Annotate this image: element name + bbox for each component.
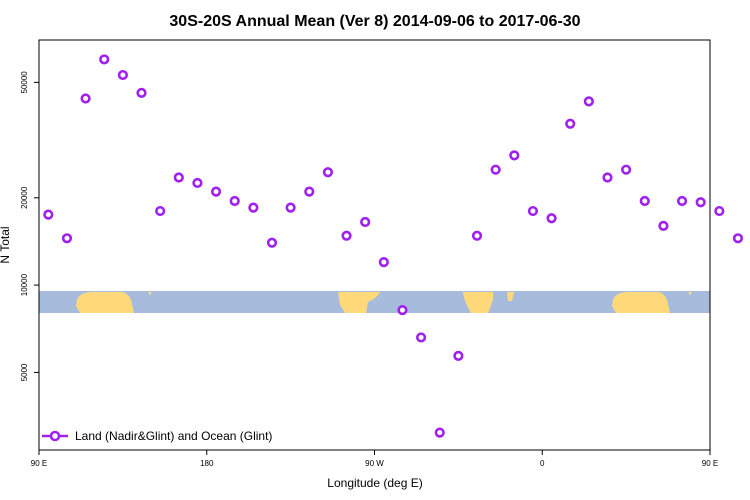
land-mass-1	[148, 292, 152, 295]
data-point	[658, 220, 669, 231]
data-point	[639, 195, 650, 207]
data-point	[471, 230, 483, 241]
data-point	[285, 202, 296, 213]
data-point	[360, 216, 371, 228]
x-tick-label-4: 90 E	[702, 459, 718, 468]
data-point	[248, 202, 259, 213]
ocean-band	[39, 291, 710, 313]
y-tick-label-0: 5000	[20, 363, 29, 381]
data-point	[192, 177, 203, 189]
land-mass-4	[507, 292, 514, 301]
land-mass-5	[612, 292, 670, 313]
data-point	[676, 195, 688, 207]
legend: Land (Nadir&Glint) and Ocean (Glint)	[42, 429, 272, 443]
data-point	[695, 197, 706, 208]
y-tick-label-2: 20000	[20, 186, 29, 209]
data-point	[397, 304, 408, 316]
x-axis: 90 E 180 90 W 0 90 E	[31, 450, 718, 468]
data-point	[304, 186, 315, 197]
land-mass-6	[688, 292, 692, 295]
y-axis: 5000 10000 20000 50000	[20, 71, 39, 381]
legend-marker-swatch	[49, 430, 61, 442]
data-point	[732, 233, 744, 244]
data-point	[621, 164, 632, 175]
plot-frame	[38, 39, 711, 451]
data-point	[80, 93, 91, 104]
map-strip	[39, 291, 710, 313]
data-point	[155, 205, 166, 217]
y-tick-label-3: 50000	[20, 71, 29, 94]
data-point	[210, 186, 222, 197]
data-point	[117, 69, 128, 81]
data-point	[229, 195, 240, 207]
data-point	[341, 230, 352, 241]
y-axis-label: N Total	[0, 226, 12, 263]
data-point	[583, 96, 594, 107]
data-point	[565, 118, 576, 129]
x-axis-label: Longitude (deg E)	[327, 476, 422, 490]
x-tick-label-3: 0	[540, 459, 545, 468]
y-tick-label-1: 10000	[20, 273, 29, 296]
land-mass-0	[76, 292, 134, 313]
data-point	[322, 167, 334, 178]
data-points	[43, 54, 744, 438]
x-tick-label-2: 90 W	[365, 459, 384, 468]
data-point	[527, 205, 539, 217]
data-point	[99, 54, 110, 65]
data-point	[714, 205, 725, 217]
data-point	[453, 350, 464, 361]
land-mass-3	[463, 292, 494, 313]
data-point	[173, 172, 184, 183]
x-tick-label-0: 90 E	[31, 459, 47, 468]
data-point	[61, 233, 73, 244]
land-mass-2	[338, 292, 380, 313]
data-point	[378, 257, 389, 268]
data-point	[546, 213, 557, 224]
data-point	[136, 87, 147, 98]
data-point	[415, 332, 427, 343]
data-point	[509, 150, 520, 161]
data-point	[434, 427, 445, 438]
chart-title: 30S-20S Annual Mean (Ver 8) 2014-09-06 t…	[169, 13, 580, 30]
data-point	[43, 209, 54, 220]
x-tick-label-1: 180	[200, 459, 214, 468]
data-point	[602, 172, 613, 183]
legend-label: Land (Nadir&Glint) and Ocean (Glint)	[75, 429, 272, 443]
data-point	[266, 237, 278, 248]
data-point	[490, 164, 501, 175]
